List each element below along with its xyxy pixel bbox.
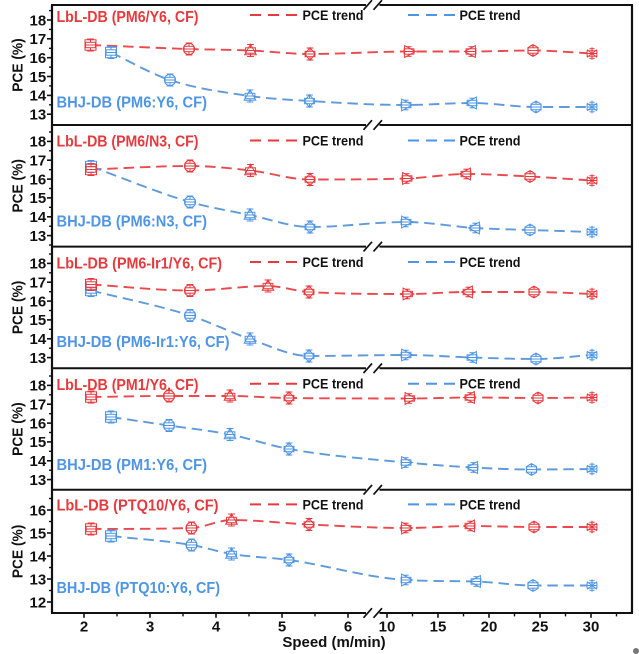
svg-text:12: 12 [30,594,47,611]
svg-text:PCE trend: PCE trend [303,497,364,512]
svg-text:16: 16 [30,415,47,432]
svg-text:6: 6 [344,618,352,635]
svg-text:PCE trend: PCE trend [303,133,364,148]
svg-text:BHJ-DB (PM6:N3, CF): BHJ-DB (PM6:N3, CF) [57,214,208,231]
svg-text:PCE trend: PCE trend [460,8,521,23]
svg-text:13: 13 [30,571,47,588]
svg-text:15: 15 [30,190,47,207]
svg-text:17: 17 [30,31,47,48]
svg-text:PCE (%): PCE (%) [10,159,27,213]
svg-text:18: 18 [30,12,47,29]
svg-text:13: 13 [30,228,47,245]
svg-text:2: 2 [80,618,88,635]
svg-text:4: 4 [212,618,221,635]
svg-text:18: 18 [30,378,47,395]
svg-text:17: 17 [30,153,47,170]
svg-text:5: 5 [278,618,286,635]
svg-text:14: 14 [30,88,47,105]
svg-text:LbL-DB (PM6/N3, CF): LbL-DB (PM6/N3, CF) [57,134,199,151]
svg-text:LbL-DB (PM6-Ir1/Y6, CF): LbL-DB (PM6-Ir1/Y6, CF) [57,255,223,272]
svg-text:PCE trend: PCE trend [460,133,521,148]
svg-text:PCE trend: PCE trend [460,255,521,270]
svg-text:10: 10 [379,618,396,635]
svg-text:30: 30 [583,618,600,635]
svg-text:PCE (%): PCE (%) [10,402,27,456]
svg-text:PCE (%): PCE (%) [10,525,27,579]
svg-text:16: 16 [30,50,47,67]
svg-text:PCE trend: PCE trend [460,497,521,512]
svg-text:15: 15 [30,525,47,542]
svg-text:16: 16 [30,502,47,519]
svg-text:BHJ-DB (PTQ10:Y6, CF): BHJ-DB (PTQ10:Y6, CF) [57,580,221,597]
svg-text:PCE trend: PCE trend [303,8,364,23]
svg-text:13: 13 [30,350,47,367]
svg-text:LbL-DB (PM1/Y6, CF): LbL-DB (PM1/Y6, CF) [57,377,199,394]
svg-text:LbL-DB (PTQ10/Y6, CF): LbL-DB (PTQ10/Y6, CF) [57,498,219,515]
svg-text:14: 14 [30,209,47,226]
svg-text:PCE trend: PCE trend [303,377,364,392]
svg-text:14: 14 [30,548,47,565]
svg-text:BHJ-DB (PM6:Y6, CF): BHJ-DB (PM6:Y6, CF) [57,95,208,112]
svg-text:17: 17 [30,397,47,414]
svg-text:13: 13 [30,472,47,489]
svg-text:LbL-DB (PM6/Y6, CF): LbL-DB (PM6/Y6, CF) [57,9,199,26]
svg-text:16: 16 [30,293,47,310]
svg-text:15: 15 [430,618,447,635]
svg-text:16: 16 [30,171,47,188]
svg-text:18: 18 [30,134,47,151]
svg-text:20: 20 [481,618,498,635]
svg-text:3: 3 [146,618,154,635]
svg-text:BHJ-DB (PM6-Ir1:Y6, CF): BHJ-DB (PM6-Ir1:Y6, CF) [57,334,230,351]
svg-text:PCE trend: PCE trend [460,377,521,392]
svg-text:BHJ-DB (PM1:Y6, CF): BHJ-DB (PM1:Y6, CF) [57,457,208,474]
svg-text:15: 15 [30,312,47,329]
svg-text:PCE (%): PCE (%) [10,38,27,92]
svg-text:PCE trend: PCE trend [303,255,364,270]
svg-text:PCE (%): PCE (%) [10,281,27,335]
svg-text:13: 13 [30,107,47,124]
svg-text:17: 17 [30,275,47,292]
svg-text:15: 15 [30,69,47,86]
svg-text:25: 25 [532,618,549,635]
svg-text:14: 14 [30,453,47,470]
svg-text:18: 18 [30,256,47,273]
svg-text:15: 15 [30,434,47,451]
svg-text:Speed (m/min): Speed (m/min) [282,634,385,651]
svg-text:14: 14 [30,331,47,348]
